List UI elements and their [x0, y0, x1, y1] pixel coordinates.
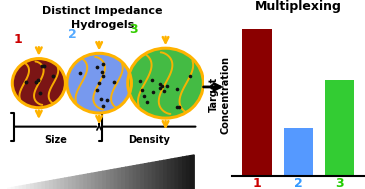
Polygon shape: [103, 171, 107, 189]
Bar: [242, 29, 272, 176]
Polygon shape: [187, 156, 191, 189]
Polygon shape: [65, 177, 69, 189]
Polygon shape: [38, 182, 42, 189]
Circle shape: [67, 53, 131, 113]
Polygon shape: [122, 167, 126, 189]
Bar: [325, 80, 354, 176]
Polygon shape: [168, 159, 172, 189]
Text: 2: 2: [68, 28, 77, 41]
Text: Hydrogels: Hydrogels: [70, 20, 134, 30]
Polygon shape: [137, 164, 141, 189]
Polygon shape: [145, 163, 149, 189]
Polygon shape: [42, 181, 46, 189]
Polygon shape: [183, 156, 187, 189]
Polygon shape: [160, 160, 164, 189]
Polygon shape: [118, 168, 122, 189]
Polygon shape: [191, 155, 194, 189]
Polygon shape: [80, 175, 84, 189]
Polygon shape: [164, 160, 168, 189]
Polygon shape: [46, 181, 50, 189]
Polygon shape: [57, 179, 61, 189]
Polygon shape: [31, 184, 35, 189]
Polygon shape: [175, 158, 179, 189]
Polygon shape: [126, 167, 130, 189]
Polygon shape: [92, 173, 95, 189]
Bar: [284, 128, 313, 176]
Circle shape: [128, 48, 203, 118]
Polygon shape: [111, 169, 114, 189]
Text: 1: 1: [13, 33, 22, 46]
Polygon shape: [84, 174, 88, 189]
Polygon shape: [156, 161, 160, 189]
Polygon shape: [54, 180, 57, 189]
Title: Electrical
Multiplexing: Electrical Multiplexing: [255, 0, 342, 13]
Polygon shape: [27, 184, 31, 189]
Polygon shape: [133, 165, 137, 189]
Polygon shape: [172, 158, 175, 189]
Polygon shape: [15, 186, 19, 189]
Text: Size: Size: [44, 135, 67, 145]
Polygon shape: [19, 186, 23, 189]
Polygon shape: [179, 157, 183, 189]
Text: Distinct Impedance: Distinct Impedance: [42, 6, 162, 16]
Polygon shape: [73, 176, 76, 189]
Text: Density: Density: [128, 135, 170, 145]
Polygon shape: [8, 188, 12, 189]
Polygon shape: [107, 170, 111, 189]
Polygon shape: [99, 171, 103, 189]
Polygon shape: [114, 169, 118, 189]
Text: 3: 3: [129, 23, 137, 36]
Polygon shape: [130, 166, 133, 189]
Polygon shape: [50, 180, 54, 189]
Polygon shape: [23, 185, 27, 189]
Y-axis label: Target
Concentration: Target Concentration: [209, 56, 230, 133]
Circle shape: [12, 59, 65, 108]
Polygon shape: [4, 188, 8, 189]
Polygon shape: [152, 162, 156, 189]
Polygon shape: [88, 173, 92, 189]
Polygon shape: [149, 163, 152, 189]
Polygon shape: [69, 177, 73, 189]
Polygon shape: [12, 187, 15, 189]
Polygon shape: [76, 175, 80, 189]
Polygon shape: [35, 183, 38, 189]
Polygon shape: [95, 172, 99, 189]
Polygon shape: [61, 178, 65, 189]
Polygon shape: [141, 164, 145, 189]
